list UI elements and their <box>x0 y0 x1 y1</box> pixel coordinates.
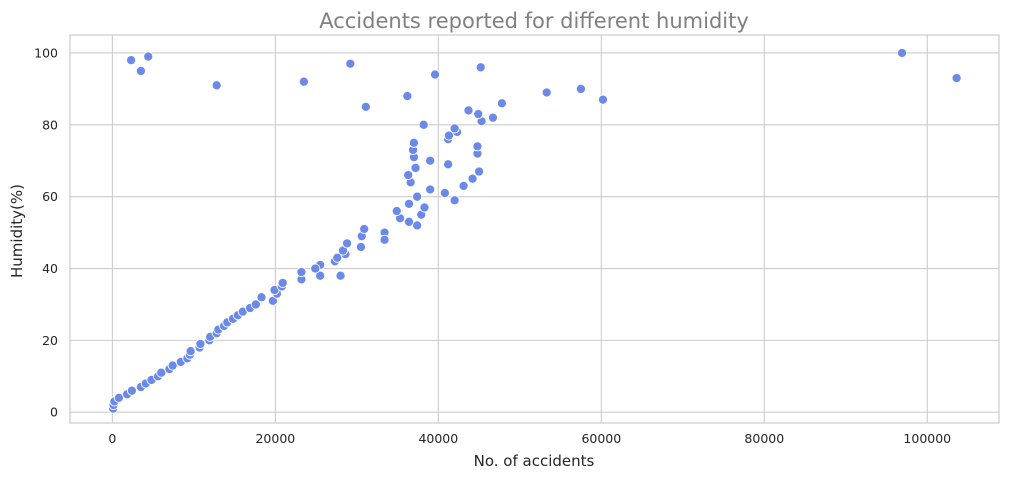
data-point <box>335 270 346 281</box>
data-point <box>332 252 343 263</box>
data-point <box>403 198 415 209</box>
y-tick-label: 0 <box>50 405 58 420</box>
data-point <box>419 202 430 213</box>
data-point <box>126 385 137 396</box>
y-tick-label: 40 <box>42 261 58 276</box>
chart-title: Accidents reported for different humidit… <box>319 9 749 33</box>
data-point <box>167 360 178 371</box>
x-axis-ticks: 0 20000 40000 60000 80000 100000 <box>108 431 951 446</box>
data-point <box>360 101 371 112</box>
data-point <box>126 55 137 66</box>
gridlines <box>70 35 999 423</box>
data-point <box>143 51 154 62</box>
data-point <box>156 367 167 378</box>
data-point <box>474 166 485 177</box>
data-point <box>359 223 370 235</box>
x-tick-label: 60000 <box>581 431 621 446</box>
data-point <box>256 292 267 303</box>
data-point <box>379 234 390 245</box>
data-point <box>296 267 307 278</box>
data-point <box>355 241 366 253</box>
data-point <box>467 173 478 184</box>
data-point <box>472 141 483 152</box>
x-tick-label: 20000 <box>255 431 295 446</box>
data-point <box>195 338 206 350</box>
data-point <box>425 155 436 166</box>
y-tick-label: 100 <box>34 45 58 60</box>
data-point <box>443 130 454 141</box>
data-point <box>439 188 450 199</box>
data-point <box>412 220 423 231</box>
plot-frame <box>69 34 1000 424</box>
data-point <box>896 47 908 59</box>
data-point <box>185 346 196 357</box>
data-point <box>250 299 261 310</box>
data-point <box>113 392 124 403</box>
data-point <box>473 108 484 120</box>
data-point <box>418 119 429 130</box>
data-point <box>277 277 288 288</box>
data-point <box>597 94 609 105</box>
data-point <box>135 65 146 76</box>
y-axis-ticks: 0 20 40 60 80 100 <box>34 45 58 419</box>
data-point <box>458 180 469 191</box>
data-point <box>463 105 474 116</box>
data-point <box>315 270 326 281</box>
x-tick-label: 100000 <box>903 431 951 446</box>
data-point <box>425 184 436 195</box>
data-point <box>403 170 414 181</box>
data-point <box>391 205 402 217</box>
data-point <box>951 73 962 84</box>
data-point <box>310 263 321 274</box>
data-point <box>443 159 454 170</box>
data-point <box>408 137 419 148</box>
data-points <box>108 47 962 414</box>
data-point <box>298 76 309 87</box>
data-point <box>345 58 356 69</box>
data-point <box>449 195 460 206</box>
data-point <box>475 62 486 73</box>
x-tick-label: 80000 <box>744 431 784 446</box>
data-point <box>541 87 552 98</box>
data-point <box>430 69 441 80</box>
y-axis-label: Humidity(%) <box>8 184 26 278</box>
x-axis-label: No. of accidents <box>474 452 595 470</box>
data-point <box>410 162 421 173</box>
x-tick-label: 0 <box>108 431 116 446</box>
y-tick-label: 80 <box>42 117 58 132</box>
data-point <box>403 216 415 227</box>
x-tick-label: 40000 <box>418 431 458 446</box>
data-point <box>575 83 587 94</box>
data-point <box>487 112 498 123</box>
data-point <box>496 98 507 109</box>
data-point <box>342 238 353 249</box>
data-point <box>402 91 413 102</box>
data-point <box>412 191 423 202</box>
y-tick-label: 60 <box>42 189 58 204</box>
y-tick-label: 20 <box>42 333 58 348</box>
data-point <box>449 123 460 134</box>
data-point <box>211 80 222 91</box>
